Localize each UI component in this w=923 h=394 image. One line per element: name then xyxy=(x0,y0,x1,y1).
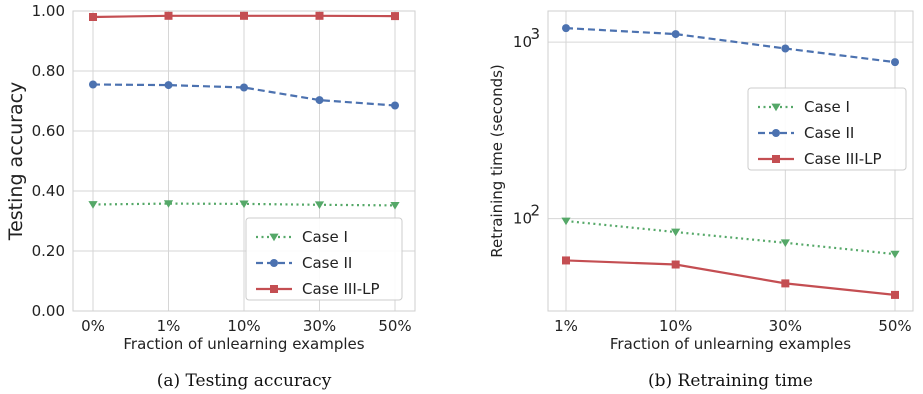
legend-label: Case II xyxy=(804,124,854,142)
data-point xyxy=(891,58,899,67)
y-tick-exponent: 3 xyxy=(530,25,540,43)
data-point xyxy=(561,217,571,226)
x-tick-label: 0% xyxy=(81,317,105,335)
data-point xyxy=(390,202,400,210)
data-point xyxy=(164,11,173,20)
y-tick-label: 0.20 xyxy=(32,242,65,260)
chart-a-series xyxy=(88,11,400,210)
data-point xyxy=(239,200,249,209)
series-line xyxy=(565,219,896,256)
data-point xyxy=(88,201,98,209)
data-point xyxy=(164,81,173,90)
x-tick-label: 10% xyxy=(227,317,260,335)
data-point xyxy=(671,228,681,237)
legend-label: Case II xyxy=(302,254,352,272)
y-tick-label: 0.60 xyxy=(32,122,65,140)
legend-entry: Case III-LP xyxy=(256,280,380,298)
legend-marker xyxy=(270,285,278,293)
legend-entry: Case III-LP xyxy=(758,150,882,168)
data-point xyxy=(671,260,680,269)
legend-label: Case I xyxy=(302,228,348,246)
data-point xyxy=(163,200,174,208)
legend-marker xyxy=(772,129,780,137)
legend-entry: Case II xyxy=(256,254,352,272)
data-point xyxy=(780,239,790,248)
data-point xyxy=(562,256,570,265)
legend-marker xyxy=(772,155,780,163)
data-point xyxy=(240,11,248,20)
x-tick-label: 1% xyxy=(157,317,181,335)
x-tick-label: 30% xyxy=(769,317,802,335)
data-point xyxy=(391,12,399,21)
y-tick-label: 0.00 xyxy=(32,302,65,320)
legend-label: Case III-LP xyxy=(804,150,882,168)
data-point xyxy=(890,250,900,259)
data-point xyxy=(671,30,680,39)
chart-b-caption: (b) Retraining time xyxy=(648,371,813,391)
data-point xyxy=(781,279,790,288)
y-tick-label: 0.40 xyxy=(32,182,65,200)
legend-entry: Case I xyxy=(758,98,850,116)
data-point xyxy=(315,96,324,105)
legend-marker xyxy=(269,233,279,242)
chart-a-grid xyxy=(72,10,416,312)
data-point xyxy=(89,80,97,89)
chart-a-x-axis-label: Fraction of unlearning examples xyxy=(123,335,364,353)
chart-b-series xyxy=(561,24,900,299)
chart-a-caption: (a) Testing accuracy xyxy=(157,371,332,391)
series-case-ii xyxy=(562,24,899,67)
chart-b-y-axis-label: Retraining time (seconds) xyxy=(488,64,506,258)
legend-marker xyxy=(270,259,278,267)
chart-b-x-axis-label: Fraction of unlearning examples xyxy=(610,335,851,353)
legend-box xyxy=(747,87,907,171)
y-tick-label: 1.00 xyxy=(32,2,65,20)
series-line xyxy=(92,83,396,107)
legend-label: Case III-LP xyxy=(302,280,380,298)
series-case-iii-lp xyxy=(89,11,399,21)
x-tick-label: 1% xyxy=(554,317,578,335)
chart-a-y-axis-label: Testing accuracy xyxy=(5,82,27,242)
legend-box xyxy=(245,217,403,301)
x-tick-label: 30% xyxy=(303,317,336,335)
x-tick-label: 10% xyxy=(659,317,692,335)
series-line xyxy=(565,27,896,64)
data-point xyxy=(391,101,399,110)
y-tick-label: 10 xyxy=(513,33,532,51)
x-tick-label: 50% xyxy=(878,317,911,335)
series-line xyxy=(92,202,396,207)
legend-entry: Case I xyxy=(256,228,348,246)
y-tick-exponent: 2 xyxy=(530,202,540,220)
series-case-ii xyxy=(89,80,399,110)
data-point xyxy=(89,13,97,21)
data-point xyxy=(781,44,790,53)
y-tick-label: 0.80 xyxy=(32,62,65,80)
plot-frame xyxy=(72,10,416,312)
x-tick-label: 50% xyxy=(378,317,411,335)
series-line xyxy=(565,259,896,297)
data-point xyxy=(240,83,248,92)
y-tick-label: 10 xyxy=(513,210,532,228)
data-point xyxy=(315,11,324,20)
chart-a-legend: Case I Case II Case III-LP xyxy=(245,217,403,301)
chart-a-y-ticks: 0.00 0.20 0.40 0.60 0.80 1.00 xyxy=(32,2,65,320)
data-point xyxy=(562,24,570,33)
legend-label: Case I xyxy=(804,98,850,116)
series-case-iii-lp xyxy=(562,256,899,299)
series-case-i xyxy=(561,217,900,259)
chart-a-testing-accuracy: 0.00 0.20 0.40 0.60 0.80 1.00 0% 1% 10% 30% 50% T… xyxy=(5,2,416,391)
data-point xyxy=(314,201,325,209)
legend-marker xyxy=(771,103,781,112)
plot-frame xyxy=(547,10,914,312)
chart-a-x-ticks: 0% 1% 10% 30% 50% xyxy=(81,317,412,335)
legend-entry: Case II xyxy=(758,124,854,142)
data-point xyxy=(891,290,899,299)
chart-b-x-ticks: 1% 10% 30% 50% xyxy=(554,317,912,335)
series-case-i xyxy=(88,200,400,210)
chart-b-legend: Case I Case II Case III-LP xyxy=(747,87,907,171)
